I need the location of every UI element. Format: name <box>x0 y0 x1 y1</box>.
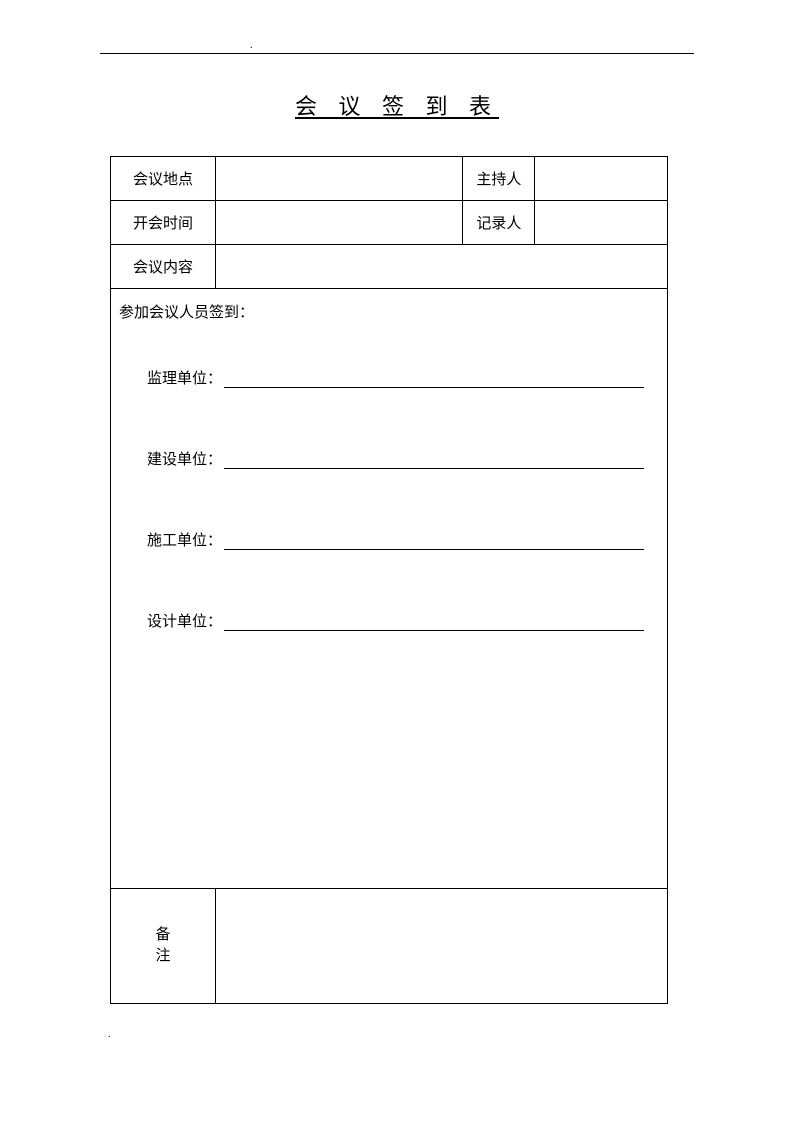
construction-client-label: 建设单位： <box>147 448 222 469</box>
signin-unit-row: 施工单位： <box>147 529 649 550</box>
content-label: 会议内容 <box>111 245 216 289</box>
time-value[interactable] <box>215 201 462 245</box>
page-title: 会 议 签 到 表 <box>100 89 694 121</box>
signin-header-label: 参加会议人员签到： <box>119 301 649 322</box>
bottom-dot: . <box>108 1029 694 1040</box>
table-row: 参加会议人员签到： 监理单位： 建设单位： 施工单位： 设计单位： <box>111 289 668 889</box>
location-value[interactable] <box>215 157 462 201</box>
contractor-unit-line[interactable] <box>224 549 644 550</box>
remarks-label: 备注 <box>111 889 216 1004</box>
signin-unit-row: 建设单位： <box>147 448 649 469</box>
recorder-value[interactable] <box>535 201 668 245</box>
design-unit-label: 设计单位： <box>147 610 222 631</box>
signin-area: 参加会议人员签到： 监理单位： 建设单位： 施工单位： 设计单位： <box>111 289 668 889</box>
host-label: 主持人 <box>463 157 535 201</box>
host-value[interactable] <box>535 157 668 201</box>
signin-unit-row: 监理单位： <box>147 367 649 388</box>
supervision-unit-label: 监理单位： <box>147 367 222 388</box>
supervision-unit-line[interactable] <box>224 387 644 388</box>
top-dot: . <box>250 40 694 51</box>
table-row: 会议内容 <box>111 245 668 289</box>
signin-unit-row: 设计单位： <box>147 610 649 631</box>
location-label: 会议地点 <box>111 157 216 201</box>
top-divider <box>100 53 694 54</box>
table-row: 会议地点 主持人 <box>111 157 668 201</box>
time-label: 开会时间 <box>111 201 216 245</box>
construction-client-line[interactable] <box>224 468 644 469</box>
remarks-value[interactable] <box>215 889 667 1004</box>
contractor-unit-label: 施工单位： <box>147 529 222 550</box>
design-unit-line[interactable] <box>224 630 644 631</box>
recorder-label: 记录人 <box>463 201 535 245</box>
table-row: 备注 <box>111 889 668 1004</box>
signin-form-table: 会议地点 主持人 开会时间 记录人 会议内容 参加会议人员签到： 监理单位： <box>110 156 668 1004</box>
table-row: 开会时间 记录人 <box>111 201 668 245</box>
content-value[interactable] <box>215 245 667 289</box>
